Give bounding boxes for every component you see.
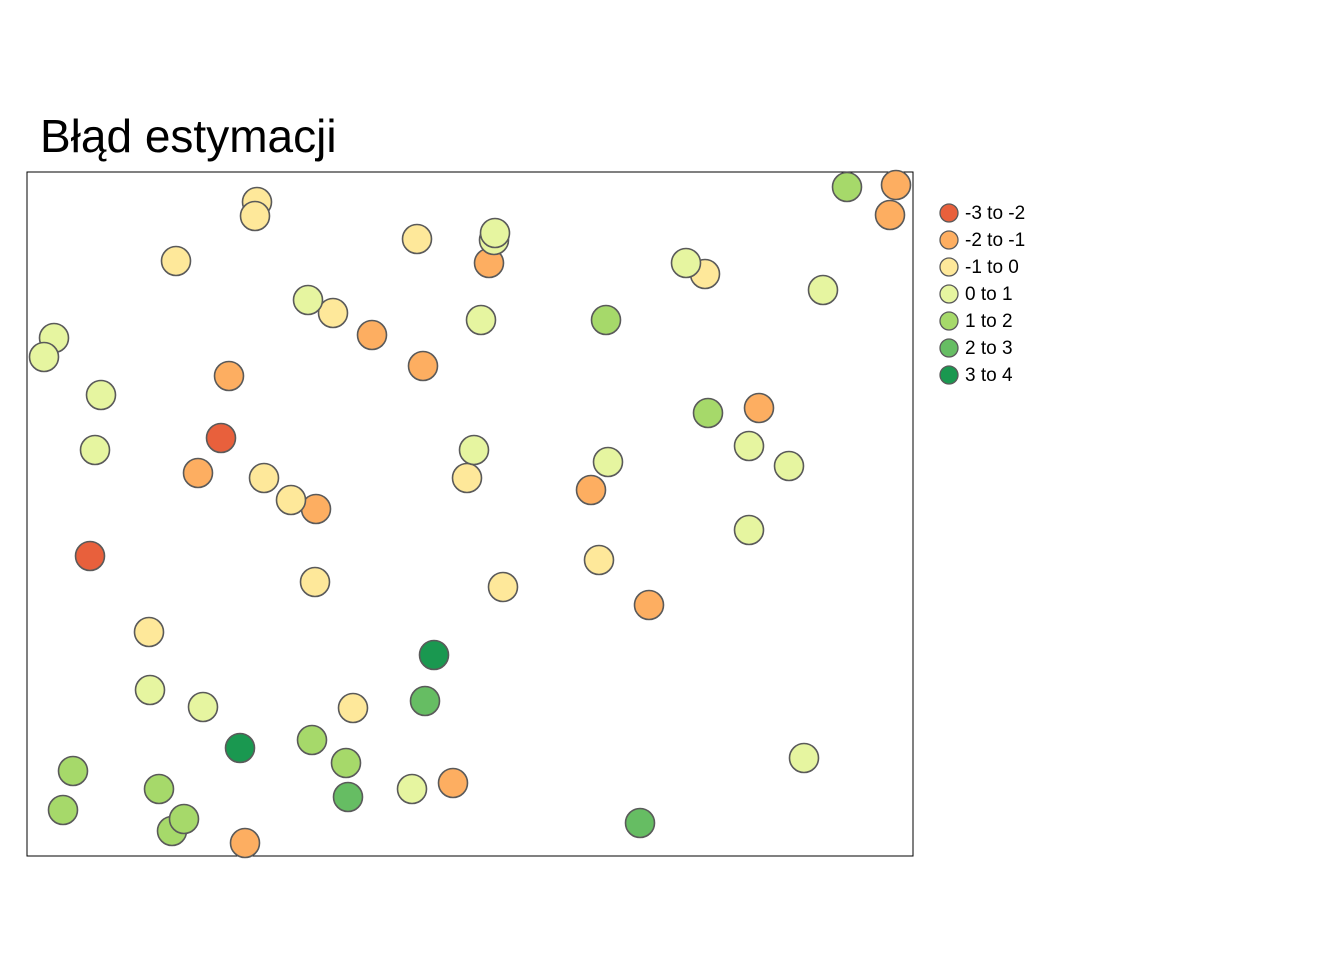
point — [465, 304, 497, 336]
point — [451, 462, 483, 494]
chart-title: Błąd estymacji — [40, 110, 337, 162]
point — [330, 747, 362, 779]
legend-label: 2 to 3 — [965, 338, 1013, 359]
point — [213, 360, 245, 392]
point — [182, 457, 214, 489]
point — [396, 773, 428, 805]
point — [733, 514, 765, 546]
legend-label: -3 to -2 — [965, 203, 1025, 224]
point — [57, 755, 89, 787]
point — [317, 297, 349, 329]
point — [74, 540, 106, 572]
map-frame — [26, 171, 914, 857]
legend-label: 1 to 2 — [965, 311, 1013, 332]
point — [28, 341, 60, 373]
legend-label: -2 to -1 — [965, 230, 1025, 251]
point — [47, 794, 79, 826]
point — [487, 571, 519, 603]
legend-swatch — [939, 311, 959, 331]
point — [407, 350, 439, 382]
point — [743, 392, 775, 424]
point — [418, 639, 450, 671]
point — [239, 200, 271, 232]
point — [590, 304, 622, 336]
point — [807, 274, 839, 306]
point — [733, 430, 765, 462]
point — [692, 397, 724, 429]
point — [133, 616, 165, 648]
legend-swatch — [939, 338, 959, 358]
legend-swatch — [939, 230, 959, 250]
point — [633, 589, 665, 621]
point — [788, 742, 820, 774]
point — [437, 767, 469, 799]
point — [85, 379, 117, 411]
point — [299, 566, 331, 598]
point — [79, 434, 111, 466]
point — [296, 724, 328, 756]
legend-swatch — [939, 284, 959, 304]
point — [134, 674, 166, 706]
point — [773, 450, 805, 482]
point — [670, 247, 702, 279]
point — [168, 803, 200, 835]
point — [205, 422, 237, 454]
point — [224, 732, 256, 764]
legend-swatch — [939, 365, 959, 385]
point — [229, 827, 261, 859]
legend-swatch — [939, 203, 959, 223]
point — [874, 199, 906, 231]
point — [337, 692, 369, 724]
point — [292, 284, 324, 316]
point — [356, 319, 388, 351]
legend-label: 0 to 1 — [965, 284, 1013, 305]
point — [624, 807, 656, 839]
point — [409, 685, 441, 717]
legend-swatch — [939, 257, 959, 277]
point — [275, 484, 307, 516]
point — [592, 446, 624, 478]
legend-label: -1 to 0 — [965, 257, 1019, 278]
point — [248, 462, 280, 494]
point — [143, 773, 175, 805]
legend-label: 3 to 4 — [965, 365, 1013, 386]
point — [458, 434, 490, 466]
point — [575, 474, 607, 506]
point — [332, 781, 364, 813]
point — [583, 544, 615, 576]
point — [187, 691, 219, 723]
point — [160, 245, 192, 277]
point — [479, 217, 511, 249]
point — [401, 223, 433, 255]
point — [831, 171, 863, 203]
point — [880, 169, 912, 201]
